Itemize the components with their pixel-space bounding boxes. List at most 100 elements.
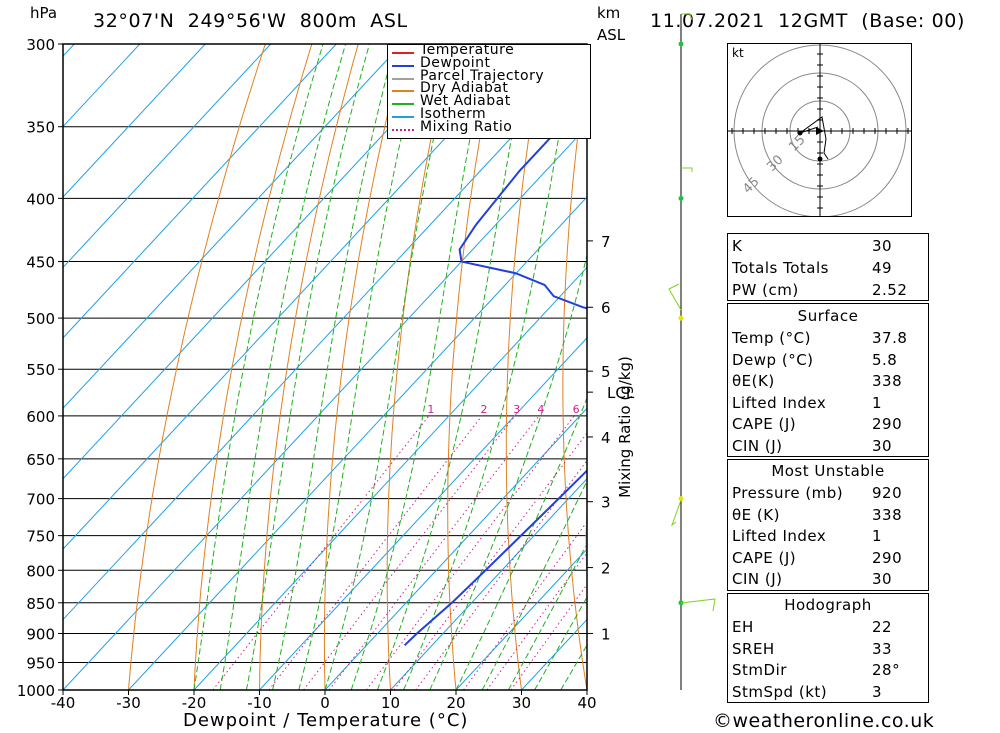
legend-swatch <box>392 64 414 67</box>
pressure-tick-label: 550 <box>26 361 55 379</box>
index-value: 1 <box>872 393 883 412</box>
mixing-ratio-line <box>393 432 587 690</box>
hodograph-trace <box>799 116 829 160</box>
legend-swatch <box>392 90 414 93</box>
isotherm-line <box>259 337 587 690</box>
pressure-tick-label: 600 <box>26 408 55 426</box>
hodo-row: SREH 33 <box>732 639 924 660</box>
mixing-ratio-label: 3 <box>513 403 520 416</box>
temperature-tick-label: 0 <box>320 694 330 712</box>
mixing-ratio-line <box>463 521 587 690</box>
hodograph-index-panel: Hodograph EH 22 SREH 33 StmDir 28° StmSpd (kt)… <box>727 593 929 703</box>
mixing-ratio-axis-label: Mixing Ratio (g/kg) <box>616 356 634 498</box>
lcl-label: LCL <box>607 384 635 402</box>
legend-item: Wet Adiabat <box>390 93 588 110</box>
x-axis-label: Dewpoint / Temperature (°C) <box>183 710 469 731</box>
wet-adiabat-line <box>298 44 424 690</box>
wind-dot <box>678 496 684 502</box>
mixing-ratio-line <box>415 459 587 690</box>
index-label: CAPE (J) <box>732 415 797 434</box>
index-label: StmSpd (kt) <box>732 682 828 701</box>
temperature-tick-label: 30 <box>512 694 531 712</box>
km-tick-label: 5 <box>601 363 611 381</box>
isotherm-line <box>63 44 206 198</box>
pressure-tick-label: 400 <box>26 190 55 208</box>
legend: Temperature Dewpoint Parcel Trajectory Dry … <box>387 43 591 139</box>
legend-label: Isotherm <box>420 106 487 122</box>
wet-adiabat-line <box>324 44 455 690</box>
index-value: 338 <box>872 372 903 391</box>
isotherm-line <box>128 196 587 690</box>
km-tick-label: 4 <box>601 429 611 447</box>
temperature-tick-label: -10 <box>247 694 272 712</box>
isotherm-line <box>63 125 587 690</box>
isotherm-line <box>324 407 587 690</box>
mixing-ratio-label: 4 <box>537 403 544 416</box>
legend-label: Wet Adiabat <box>420 93 511 110</box>
isotherm-line <box>63 44 403 410</box>
hodograph-unit: kt <box>732 46 744 60</box>
legend-item: Isotherm <box>390 106 588 123</box>
dry-adiabat-line <box>447 44 498 690</box>
mixing-ratio-label: 16 <box>661 403 675 416</box>
wet-adiabat-line <box>534 596 587 690</box>
pressure-tick-label: 900 <box>26 625 55 643</box>
mu-row: Lifted Index 1 <box>732 526 924 547</box>
datetime-label: 11.07.2021 12GMT (Base: 00) <box>650 10 965 32</box>
hpa-label: hPa <box>30 4 58 22</box>
index-tt: Totals Totals 49 <box>732 259 893 277</box>
index-value: 22 <box>872 618 893 636</box>
mixing-ratio-line <box>303 415 516 690</box>
index-label: Lifted Index <box>732 527 827 546</box>
legend-label: Dry Adiabat <box>420 80 509 97</box>
mixing-ratio-line <box>365 415 575 690</box>
dry-adiabat-line <box>193 44 313 690</box>
hodograph-index-title: Hodograph <box>784 596 872 614</box>
index-label: EH <box>732 618 754 636</box>
storm-motion-marker <box>816 127 824 135</box>
mu-row: Pressure (mb) 920 <box>732 483 924 504</box>
index-value: 290 <box>872 415 903 434</box>
temperature-tick-label: 10 <box>381 694 400 712</box>
hodo-row: StmDir 28° <box>732 660 924 681</box>
surface-row: Lifted Index 1 <box>732 393 924 414</box>
index-label: CAPE (J) <box>732 548 797 567</box>
legend-label: Parcel Trajectory <box>420 67 545 84</box>
location-title: 32°07'N 249°56'W 800m ASL <box>93 10 408 32</box>
index-label: θE(K) <box>732 372 775 391</box>
wind-barb <box>668 283 682 311</box>
isotherm-line <box>63 44 141 128</box>
pressure-tick-label: 750 <box>26 528 55 546</box>
hodograph-ring-label: 15 <box>786 133 808 155</box>
legend-item: Dry Adiabat <box>390 80 588 97</box>
legend-item: Mixing Ratio <box>390 119 588 136</box>
isotherm-line <box>63 44 468 480</box>
legend-label: Dewpoint <box>420 54 491 71</box>
dry-adiabat-line <box>671 44 718 690</box>
index-label: Lifted Index <box>732 393 827 412</box>
wet-adiabat-line <box>481 479 587 690</box>
wet-adiabat-line <box>245 44 370 690</box>
pressure-tick-label: 450 <box>26 254 55 272</box>
hodograph-point <box>817 156 823 162</box>
mu-row: CAPE (J) 290 <box>732 548 924 569</box>
wind-barb <box>680 598 716 612</box>
isotherm-line <box>63 44 337 339</box>
mu-row: CIN (J) 30 <box>732 569 924 590</box>
index-label: SREH <box>732 639 775 658</box>
parcel-trajectory-line <box>585 500 587 574</box>
isotherm-line <box>63 55 587 621</box>
wet-adiabat-line <box>455 396 587 690</box>
mixing-ratio-label: 1 <box>427 403 434 416</box>
dry-adiabat-line <box>962 44 1000 690</box>
km-tick-label: 1 <box>601 625 611 643</box>
index-value: 920 <box>872 484 903 502</box>
mu-row: θE (K) 338 <box>732 505 924 526</box>
surface-row: θE(K) 338 <box>732 371 924 392</box>
wet-adiabat-line <box>272 44 396 690</box>
dry-adiabat-line <box>128 44 266 690</box>
isotherm-line <box>390 477 587 690</box>
legend-swatch <box>392 103 414 106</box>
legend-swatch <box>392 77 414 80</box>
